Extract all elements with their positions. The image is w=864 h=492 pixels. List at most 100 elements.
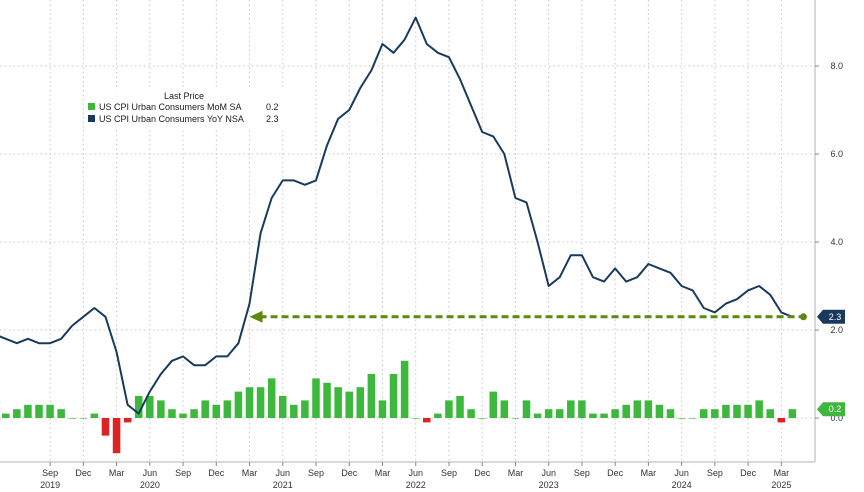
x-month-label: Sep xyxy=(175,468,191,478)
mom-bar xyxy=(323,382,331,418)
x-month-label: Jun xyxy=(541,468,556,478)
x-month-label: Mar xyxy=(774,468,790,478)
mom-bar xyxy=(35,404,43,418)
value-tag-label: 2.3 xyxy=(829,312,842,322)
mom-bar xyxy=(655,404,664,418)
mom-bar xyxy=(711,409,719,418)
legend-title: Last Price xyxy=(164,91,204,101)
mom-bar xyxy=(46,404,54,418)
legend-value-yoy: 2.3 xyxy=(266,114,279,124)
mom-bar xyxy=(489,391,498,418)
mom-bar xyxy=(290,404,298,418)
mom-bar xyxy=(179,413,187,418)
mom-bar xyxy=(123,418,132,423)
mom-bar xyxy=(788,409,797,418)
mom-bar xyxy=(57,409,65,418)
x-month-label: Mar xyxy=(375,468,391,478)
x-month-label: Mar xyxy=(109,468,125,478)
mom-bar xyxy=(777,418,786,423)
mom-bar xyxy=(101,418,110,436)
mom-bar xyxy=(389,374,398,418)
mom-bar xyxy=(744,404,752,418)
mom-bar xyxy=(644,400,653,418)
mom-bar xyxy=(146,396,154,418)
x-month-label: Dec xyxy=(740,468,757,478)
mom-bar xyxy=(134,396,143,418)
mom-bar xyxy=(79,418,88,419)
x-month-label: Mar xyxy=(508,468,524,478)
x-month-label: Sep xyxy=(42,468,58,478)
mom-bar xyxy=(500,400,509,418)
x-year-label: 2024 xyxy=(672,480,692,490)
mom-bar xyxy=(600,413,608,418)
mom-bar xyxy=(301,400,309,418)
legend-swatch-mom xyxy=(88,103,95,110)
x-month-label: Jun xyxy=(408,468,423,478)
mom-bar xyxy=(1,413,10,418)
mom-bar xyxy=(90,413,99,418)
x-month-label: Dec xyxy=(75,468,92,478)
mom-bar xyxy=(190,409,198,418)
mom-bar xyxy=(245,387,254,418)
x-year-label: 2022 xyxy=(406,480,426,490)
mom-bar xyxy=(511,418,520,419)
mom-bar xyxy=(168,409,176,418)
mom-bar xyxy=(212,404,221,418)
mom-bar xyxy=(478,418,486,419)
y-tick-label: 4.0 xyxy=(830,237,843,247)
x-year-label: 2023 xyxy=(539,480,559,490)
reference-arrow-dot xyxy=(799,313,807,321)
x-month-label: Dec xyxy=(474,468,491,478)
mom-bar xyxy=(234,391,243,418)
mom-bar xyxy=(733,404,741,418)
mom-bar xyxy=(456,396,464,418)
mom-bars xyxy=(1,360,797,454)
mom-bar xyxy=(722,404,730,418)
mom-bar xyxy=(544,409,553,418)
mom-bar xyxy=(755,400,763,418)
x-year-label: 2021 xyxy=(273,480,293,490)
mom-bar xyxy=(223,400,232,418)
mom-bar xyxy=(267,378,276,418)
mom-bar xyxy=(201,400,209,418)
mom-bar xyxy=(68,418,76,419)
y-axis: 0.0 2.0 4.0 6.0 8.0 xyxy=(815,61,843,423)
yoy-line xyxy=(0,16,793,415)
mom-bar xyxy=(445,400,453,418)
mom-bar xyxy=(633,400,642,418)
mom-bar xyxy=(378,400,387,418)
mom-bar xyxy=(256,387,265,418)
legend-label-yoy: US CPI Urban Consumers YoY NSA xyxy=(99,114,244,124)
reference-arrow xyxy=(249,310,807,323)
mom-bar xyxy=(567,400,575,418)
mom-bar xyxy=(356,387,365,418)
legend: Last Price US CPI Urban Consumers MoM SA… xyxy=(84,87,284,129)
x-year-label: 2020 xyxy=(140,480,160,490)
legend-swatch-yoy xyxy=(88,115,95,122)
mom-bar xyxy=(334,387,342,418)
mom-bar xyxy=(423,418,431,423)
value-tag-label: 0.2 xyxy=(829,404,842,414)
mom-bar xyxy=(411,418,420,419)
mom-bar xyxy=(533,413,542,418)
mom-bar xyxy=(312,378,320,418)
x-month-label: Dec xyxy=(208,468,225,478)
y-tick-label: 8.0 xyxy=(830,61,843,71)
x-month-label: Dec xyxy=(607,468,624,478)
x-month-label: Jun xyxy=(276,468,291,478)
y-tick-label: 2.0 xyxy=(830,325,843,335)
mom-bar xyxy=(24,404,32,418)
mom-bar xyxy=(112,418,121,454)
mom-bar xyxy=(13,409,21,418)
reference-arrow-head xyxy=(249,310,263,323)
legend-box xyxy=(84,87,284,129)
mom-bar xyxy=(611,409,619,418)
y-tick-label: 6.0 xyxy=(830,149,843,159)
x-month-label: Dec xyxy=(341,468,358,478)
mom-bar xyxy=(677,418,686,419)
mom-bar xyxy=(666,409,675,418)
mom-bar xyxy=(157,400,165,418)
mom-bar xyxy=(367,374,376,418)
